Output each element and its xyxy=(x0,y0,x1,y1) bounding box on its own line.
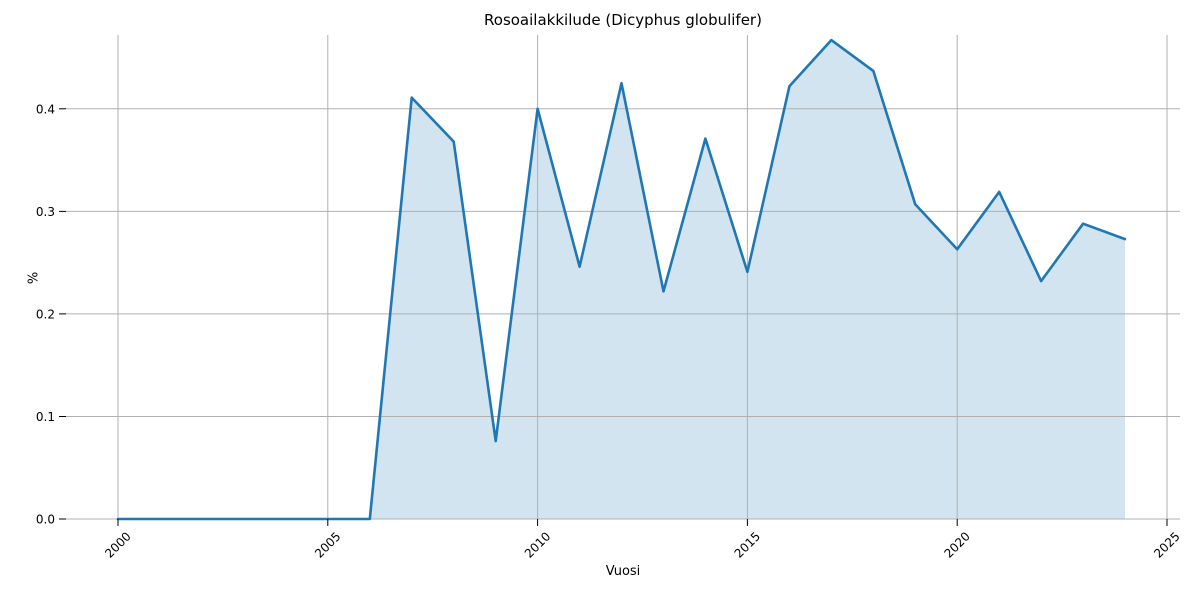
y-tick-label: 0.2 xyxy=(36,307,55,321)
x-tick-label: 2005 xyxy=(312,529,343,560)
y-tick-label: 0.3 xyxy=(36,205,55,219)
y-tick-label: 0.1 xyxy=(36,410,55,424)
x-axis-label: Vuosi xyxy=(605,564,641,579)
series-area-fill xyxy=(118,40,1125,519)
x-tick-label: 2000 xyxy=(102,529,133,560)
y-tick-label: 0.0 xyxy=(36,513,55,527)
chart-title: Rosoailakkilude (Dicyphus globulifer) xyxy=(484,11,762,29)
x-tick-label: 2010 xyxy=(522,529,553,560)
y-tick-label: 0.4 xyxy=(36,102,55,116)
x-tick-label: 2015 xyxy=(732,529,763,560)
y-axis-label: % xyxy=(26,271,42,285)
series-line xyxy=(116,38,1127,521)
x-tick-label: 2025 xyxy=(1151,529,1182,560)
x-tick-label: 2020 xyxy=(941,529,972,560)
